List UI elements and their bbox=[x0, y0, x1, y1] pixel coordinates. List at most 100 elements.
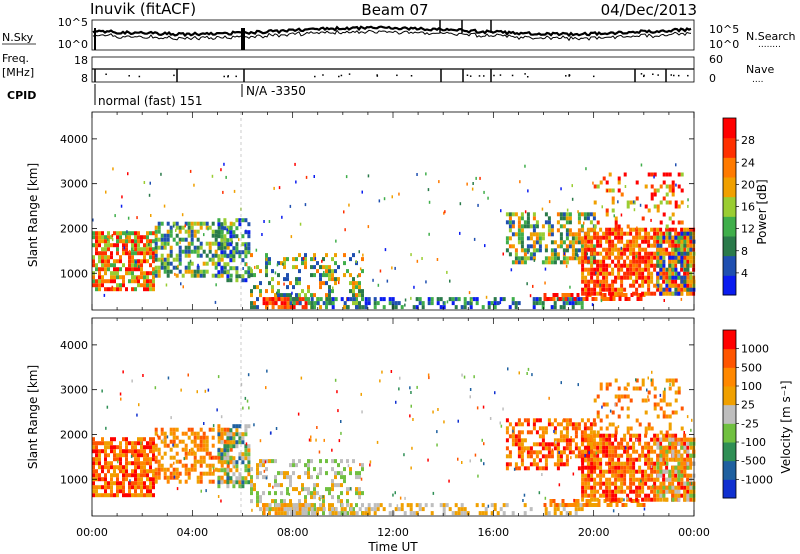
velocity-cell bbox=[599, 445, 603, 450]
power-cell bbox=[520, 248, 524, 253]
velocity-cell bbox=[146, 489, 149, 494]
power-cell bbox=[134, 275, 137, 280]
power-cell bbox=[602, 235, 606, 240]
velocity-cell bbox=[635, 449, 639, 454]
power-cell bbox=[116, 231, 119, 236]
power-cell bbox=[223, 242, 227, 247]
velocity-cell bbox=[689, 461, 693, 466]
velocity-cell bbox=[647, 461, 651, 466]
velocity-cell bbox=[640, 479, 642, 483]
power-cell bbox=[178, 245, 182, 250]
power-cell bbox=[101, 247, 104, 252]
velocity-cell bbox=[680, 493, 684, 498]
velocity-cell bbox=[202, 435, 206, 440]
velocity-cell bbox=[608, 461, 612, 466]
power-cell bbox=[665, 291, 669, 296]
velocity-cell bbox=[410, 391, 412, 394]
velocity-cell bbox=[581, 461, 585, 466]
power-cell bbox=[137, 275, 140, 280]
velocity-cell bbox=[298, 459, 301, 464]
velocity-cell bbox=[662, 489, 666, 494]
velocity-cell bbox=[531, 373, 533, 377]
velocity-cell bbox=[650, 497, 654, 502]
velocity-cell bbox=[178, 471, 182, 476]
power-cell bbox=[647, 287, 651, 292]
velocity-cell bbox=[632, 469, 636, 474]
velocity-cell bbox=[116, 457, 119, 462]
power-cell bbox=[659, 263, 663, 268]
velocity-cell bbox=[587, 473, 591, 478]
power-cell bbox=[175, 257, 179, 262]
velocity-cell bbox=[304, 463, 307, 468]
power-cell bbox=[104, 235, 107, 240]
velocity-cell bbox=[137, 437, 140, 442]
power-cell bbox=[292, 257, 295, 262]
power-cell bbox=[662, 196, 666, 201]
power-cell bbox=[671, 263, 675, 268]
velocity-cell bbox=[154, 475, 158, 480]
noise-left-tick-top: 10^5 bbox=[58, 16, 88, 29]
power-cell bbox=[520, 212, 524, 217]
velocity-cell bbox=[217, 428, 221, 433]
power-cell bbox=[122, 247, 125, 252]
power-cell bbox=[581, 271, 585, 276]
power-cell bbox=[241, 234, 245, 239]
velocity-cell bbox=[611, 497, 615, 502]
power-cell bbox=[415, 305, 419, 310]
power-cell bbox=[268, 220, 271, 223]
velocity-cell bbox=[553, 503, 557, 508]
nave-dot bbox=[640, 73, 643, 75]
power-cell bbox=[460, 305, 464, 310]
power-cell bbox=[214, 265, 218, 270]
power-cell bbox=[199, 273, 203, 278]
power-cell bbox=[140, 239, 143, 244]
velocity-cell bbox=[559, 422, 563, 427]
power-cell bbox=[154, 233, 158, 238]
velocity-cell bbox=[190, 439, 194, 444]
power-cell bbox=[590, 252, 593, 256]
velocity-cell bbox=[457, 507, 461, 512]
velocity-cell bbox=[538, 450, 542, 455]
velocity-cell bbox=[149, 485, 152, 490]
power-cell bbox=[675, 183, 677, 187]
power-cell bbox=[629, 271, 633, 276]
velocity-cell bbox=[300, 376, 303, 380]
velocity-cell bbox=[244, 424, 248, 429]
velocity-cell bbox=[568, 442, 572, 447]
power-cell bbox=[677, 287, 681, 292]
power-cell bbox=[547, 232, 551, 237]
velocity-cell bbox=[535, 466, 539, 471]
velocity-cell bbox=[638, 457, 642, 462]
velocity-cell bbox=[277, 471, 280, 476]
power-cell bbox=[149, 251, 152, 256]
power-cell bbox=[577, 248, 581, 253]
velocity-cell bbox=[629, 461, 633, 466]
power-cell bbox=[418, 297, 422, 302]
power-cell bbox=[665, 251, 669, 256]
power-cell bbox=[644, 275, 648, 280]
velocity-cell bbox=[262, 507, 266, 512]
power-cell bbox=[689, 247, 693, 252]
power-cell bbox=[250, 267, 253, 271]
power-cell bbox=[692, 243, 696, 248]
power-cell bbox=[92, 231, 95, 236]
power-cell bbox=[265, 261, 268, 266]
velocity-cell bbox=[559, 434, 563, 439]
power-cell bbox=[98, 283, 101, 288]
velocity-cell bbox=[212, 466, 215, 470]
velocity-cell bbox=[358, 487, 361, 492]
power-cell bbox=[143, 243, 146, 248]
power-ylabel: Slant Range [km] bbox=[26, 163, 40, 267]
power-cell bbox=[614, 227, 618, 232]
power-cell bbox=[593, 291, 597, 296]
velocity-cell bbox=[146, 493, 149, 498]
power-cell bbox=[377, 283, 380, 287]
velocity-cell bbox=[602, 402, 606, 407]
power-cell bbox=[205, 221, 209, 226]
velocity-cell bbox=[104, 465, 107, 470]
velocity-cell bbox=[256, 495, 259, 500]
power-cell bbox=[116, 275, 119, 280]
power-cell bbox=[217, 254, 221, 259]
power-cell bbox=[671, 188, 675, 193]
velocity-cell bbox=[229, 432, 233, 437]
